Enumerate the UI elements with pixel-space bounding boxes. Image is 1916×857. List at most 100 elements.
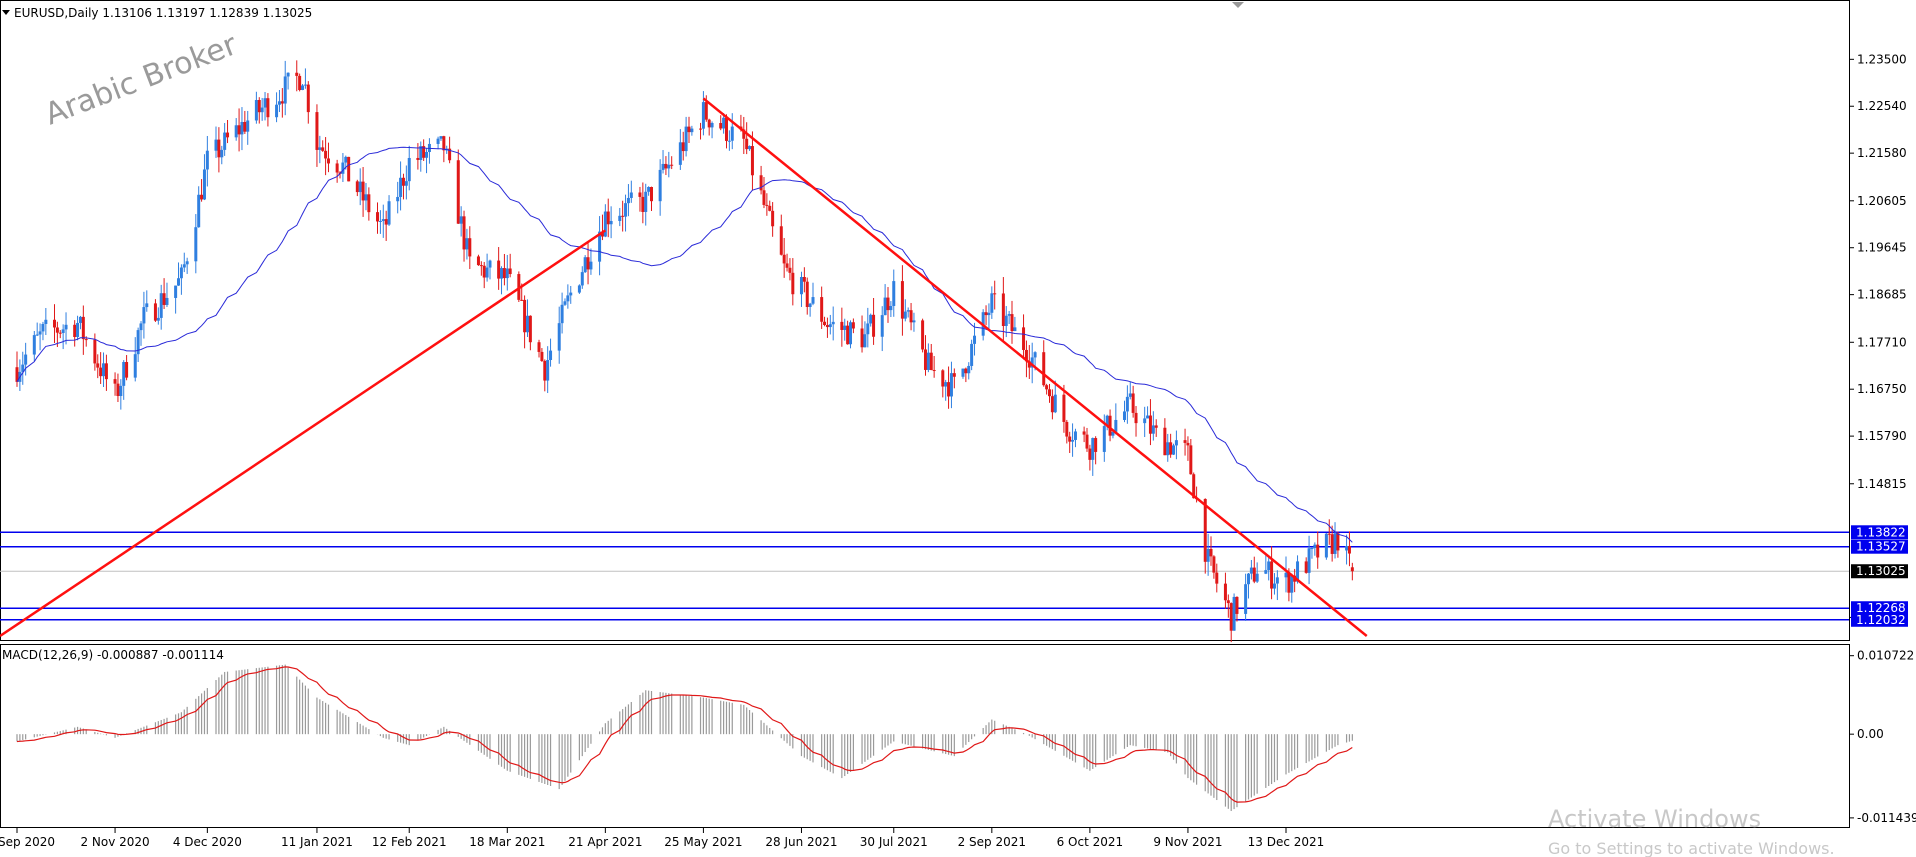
candle-body — [318, 147, 322, 150]
macd-tick-label: 0.010722 — [1857, 649, 1914, 663]
candle-body — [162, 293, 166, 305]
candle-body — [122, 362, 126, 386]
channel-upper-line[interactable] — [702, 97, 1368, 637]
candle-body — [315, 112, 319, 150]
candle-body — [1122, 411, 1126, 420]
moving-average — [16, 146, 1353, 543]
level-price-badge — [1851, 539, 1908, 554]
candle-body — [603, 211, 607, 237]
candle-body — [102, 363, 106, 377]
candle-body — [1004, 315, 1008, 326]
candle-body — [174, 285, 178, 298]
candle-body — [840, 321, 844, 330]
candle-body — [1316, 544, 1320, 558]
candle-body — [341, 162, 345, 174]
candle-body — [401, 177, 405, 186]
candle-body — [742, 129, 746, 139]
candle-body — [476, 256, 480, 266]
candle-body — [658, 169, 662, 202]
candle-body — [456, 160, 460, 224]
candle-body — [361, 181, 365, 201]
candle-body — [200, 194, 204, 200]
candle-body — [1065, 421, 1069, 437]
candle-body — [1071, 439, 1075, 442]
candle-body — [133, 354, 137, 378]
candle-body — [921, 320, 925, 350]
candle-body — [825, 324, 829, 328]
candle-body — [156, 317, 160, 321]
candle-body — [811, 297, 815, 304]
candle-body — [912, 320, 916, 323]
candles — [15, 60, 1354, 643]
candle-body — [1247, 573, 1251, 585]
channel-lower-line[interactable] — [0, 229, 607, 638]
candle-body — [560, 304, 564, 324]
candle-body — [926, 352, 930, 370]
candle-body — [791, 272, 795, 295]
candle-body — [145, 303, 149, 308]
price-panel — [0, 0, 1850, 641]
price-tick-label: 1.20605 — [1857, 194, 1907, 208]
candle-body — [1272, 583, 1276, 589]
candle-body — [1146, 415, 1150, 419]
candle-body — [583, 257, 587, 273]
candle-body — [347, 156, 351, 182]
candle-body — [808, 303, 812, 307]
candle-body — [889, 305, 893, 311]
candle-body — [442, 136, 446, 151]
candle-body — [638, 192, 642, 197]
current-price-badge — [1851, 564, 1908, 579]
candle-body — [104, 363, 108, 380]
candle-body — [546, 360, 550, 381]
candle-body — [973, 335, 977, 344]
candle-body — [355, 181, 359, 193]
candle-body — [1209, 548, 1213, 557]
candle-body — [263, 98, 267, 108]
candle-body — [1022, 327, 1026, 350]
candle-body — [549, 350, 553, 361]
candle-body — [600, 231, 604, 237]
candle-body — [280, 101, 284, 104]
candle-body — [237, 125, 241, 135]
scroll-marker-icon[interactable] — [1232, 2, 1244, 8]
candle-body — [892, 281, 896, 306]
candle-body — [1001, 293, 1005, 326]
candle-body — [1327, 533, 1331, 535]
trend-channel — [0, 97, 1368, 638]
candle-body — [1048, 389, 1052, 397]
candle-body — [84, 339, 88, 341]
candle-body — [81, 316, 85, 340]
candle-body — [142, 307, 146, 324]
candle-body — [823, 321, 827, 325]
macd-tick-label: -0.011439 — [1857, 811, 1916, 825]
time-tick-label: 25 May 2021 — [664, 835, 742, 849]
candle-body — [707, 119, 711, 128]
candle-body — [1255, 573, 1259, 582]
candle-body — [1330, 534, 1334, 554]
candle-body — [254, 100, 258, 121]
candle-body — [932, 370, 936, 372]
candle-body — [563, 301, 567, 305]
time-tick-label: 2 Sep 2021 — [958, 835, 1026, 849]
candle-body — [1108, 415, 1112, 436]
candle-body — [1105, 415, 1109, 427]
candle-body — [1045, 385, 1049, 390]
candle-body — [820, 297, 824, 322]
candle-body — [1347, 545, 1351, 554]
candle-body — [947, 382, 951, 397]
candle-body — [179, 267, 183, 279]
candle-body — [748, 146, 752, 150]
candle-body — [298, 75, 302, 91]
candle-body — [1186, 442, 1190, 446]
price-tick-label: 1.23500 — [1857, 52, 1907, 66]
candle-body — [759, 175, 763, 191]
level-price-badge — [1851, 612, 1908, 627]
candle-body — [416, 157, 420, 160]
candle-body — [1336, 533, 1340, 551]
candle-body — [1169, 442, 1173, 455]
dropdown-triangle-icon[interactable] — [2, 10, 10, 15]
candle-body — [1073, 431, 1077, 440]
candle-body — [1007, 314, 1011, 316]
candle-body — [1134, 412, 1138, 424]
candle-body — [949, 373, 953, 397]
